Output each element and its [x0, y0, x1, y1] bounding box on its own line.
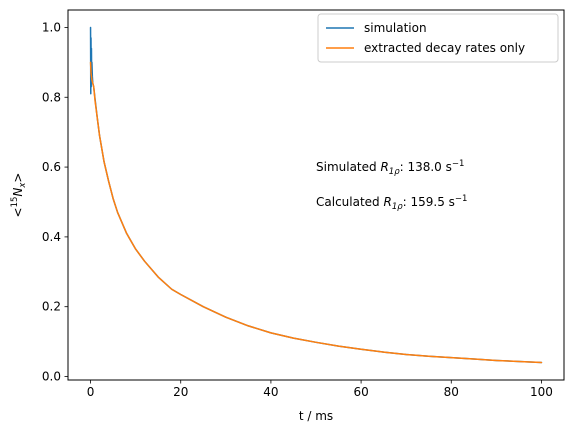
- annotation-sub: 1ρ: [392, 202, 403, 212]
- annotation-sub: 1ρ: [389, 167, 400, 177]
- ticks: 0 20 40 60 80 100 0.0 0.2 0.4 0.6 0.8 1.0: [42, 20, 553, 399]
- plot-lines: [89, 26, 543, 364]
- axes-frame: [67, 9, 565, 381]
- y-axis-label-subscript: x: [18, 182, 28, 189]
- annotation-prefix: Calculated: [316, 195, 383, 209]
- annotation-sup: −1: [455, 194, 468, 204]
- x-tick-label: 40: [263, 385, 278, 399]
- y-tick-label: 0.2: [42, 300, 61, 314]
- x-tick-label: 0: [87, 385, 95, 399]
- y-axis-label-prefix: <: [11, 207, 25, 217]
- y-tick-label: 1.0: [42, 20, 61, 34]
- legend-label: simulation: [364, 21, 427, 35]
- y-axis-label-superscript: 15: [10, 197, 20, 208]
- legend-box: [317, 13, 559, 63]
- series-line-extracted-decay-rates: [89, 61, 543, 364]
- annotation-value: : 159.5 s: [403, 195, 455, 209]
- y-tick-label: 0.0: [42, 370, 61, 384]
- x-tick-label: 100: [530, 385, 553, 399]
- annotation-var: R: [383, 195, 391, 209]
- y-tick-label: 0.4: [42, 230, 61, 244]
- simulated-rate-annotation: Simulated R1ρ: 138.0 s−1: [316, 159, 464, 177]
- y-tick-label: 0.8: [42, 90, 61, 104]
- x-axis-label: t / ms: [299, 409, 333, 423]
- annotation-value: : 138.0 s: [400, 160, 452, 174]
- x-tick-label: 20: [173, 385, 188, 399]
- annotation-var: R: [380, 160, 388, 174]
- y-axis-label-suffix: >: [11, 173, 25, 183]
- x-tick-label: 60: [353, 385, 368, 399]
- y-axis-label-main: N: [11, 188, 25, 197]
- x-tick-label: 80: [444, 385, 459, 399]
- legend: simulation extracted decay rates only: [317, 13, 559, 63]
- y-tick-label: 0.6: [42, 160, 61, 174]
- y-axis-label: <15Nx>: [10, 173, 28, 218]
- legend-label: extracted decay rates only: [364, 41, 525, 55]
- annotation-prefix: Simulated: [316, 160, 380, 174]
- calculated-rate-annotation: Calculated R1ρ: 159.5 s−1: [316, 194, 467, 212]
- annotation-sup: −1: [452, 159, 465, 169]
